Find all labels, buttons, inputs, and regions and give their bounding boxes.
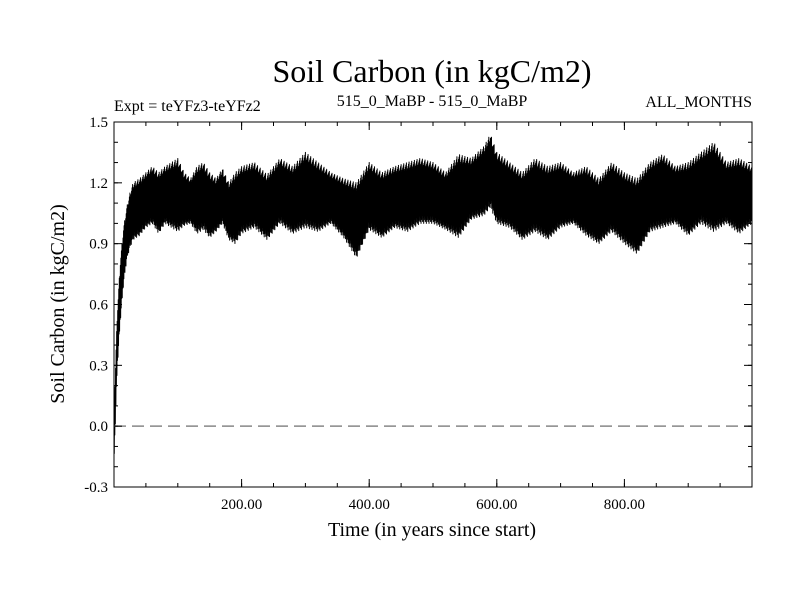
subtitle-period: 515_0_MaBP - 515_0_MaBP [337, 93, 528, 110]
subtitle-experiment: Expt = teYFz3-teYFz2 [114, 98, 261, 115]
y-tick-label: 0.3 [89, 358, 108, 374]
y-tick-label: 0.6 [89, 298, 108, 314]
subtitle-months: ALL_MONTHS [645, 94, 752, 111]
x-axis-label: Time (in years since start) [328, 519, 536, 541]
y-tick-label: 1.5 [89, 115, 108, 131]
x-tick-label: 800.00 [604, 497, 645, 513]
x-tick-label: 200.00 [221, 497, 262, 513]
y-tick-label: 1.2 [89, 176, 108, 192]
y-axis-label: Soil Carbon (in kgC/m2) [47, 204, 69, 403]
chart-title: Soil Carbon (in kgC/m2) [272, 53, 591, 89]
series-line-0 [113, 136, 753, 454]
x-tick-label: 400.00 [349, 497, 390, 513]
y-tick-label: 0.0 [89, 419, 108, 435]
x-tick-label: 600.00 [476, 497, 517, 513]
y-tick-label: 0.9 [89, 237, 108, 253]
y-tick-label: -0.3 [84, 480, 108, 496]
